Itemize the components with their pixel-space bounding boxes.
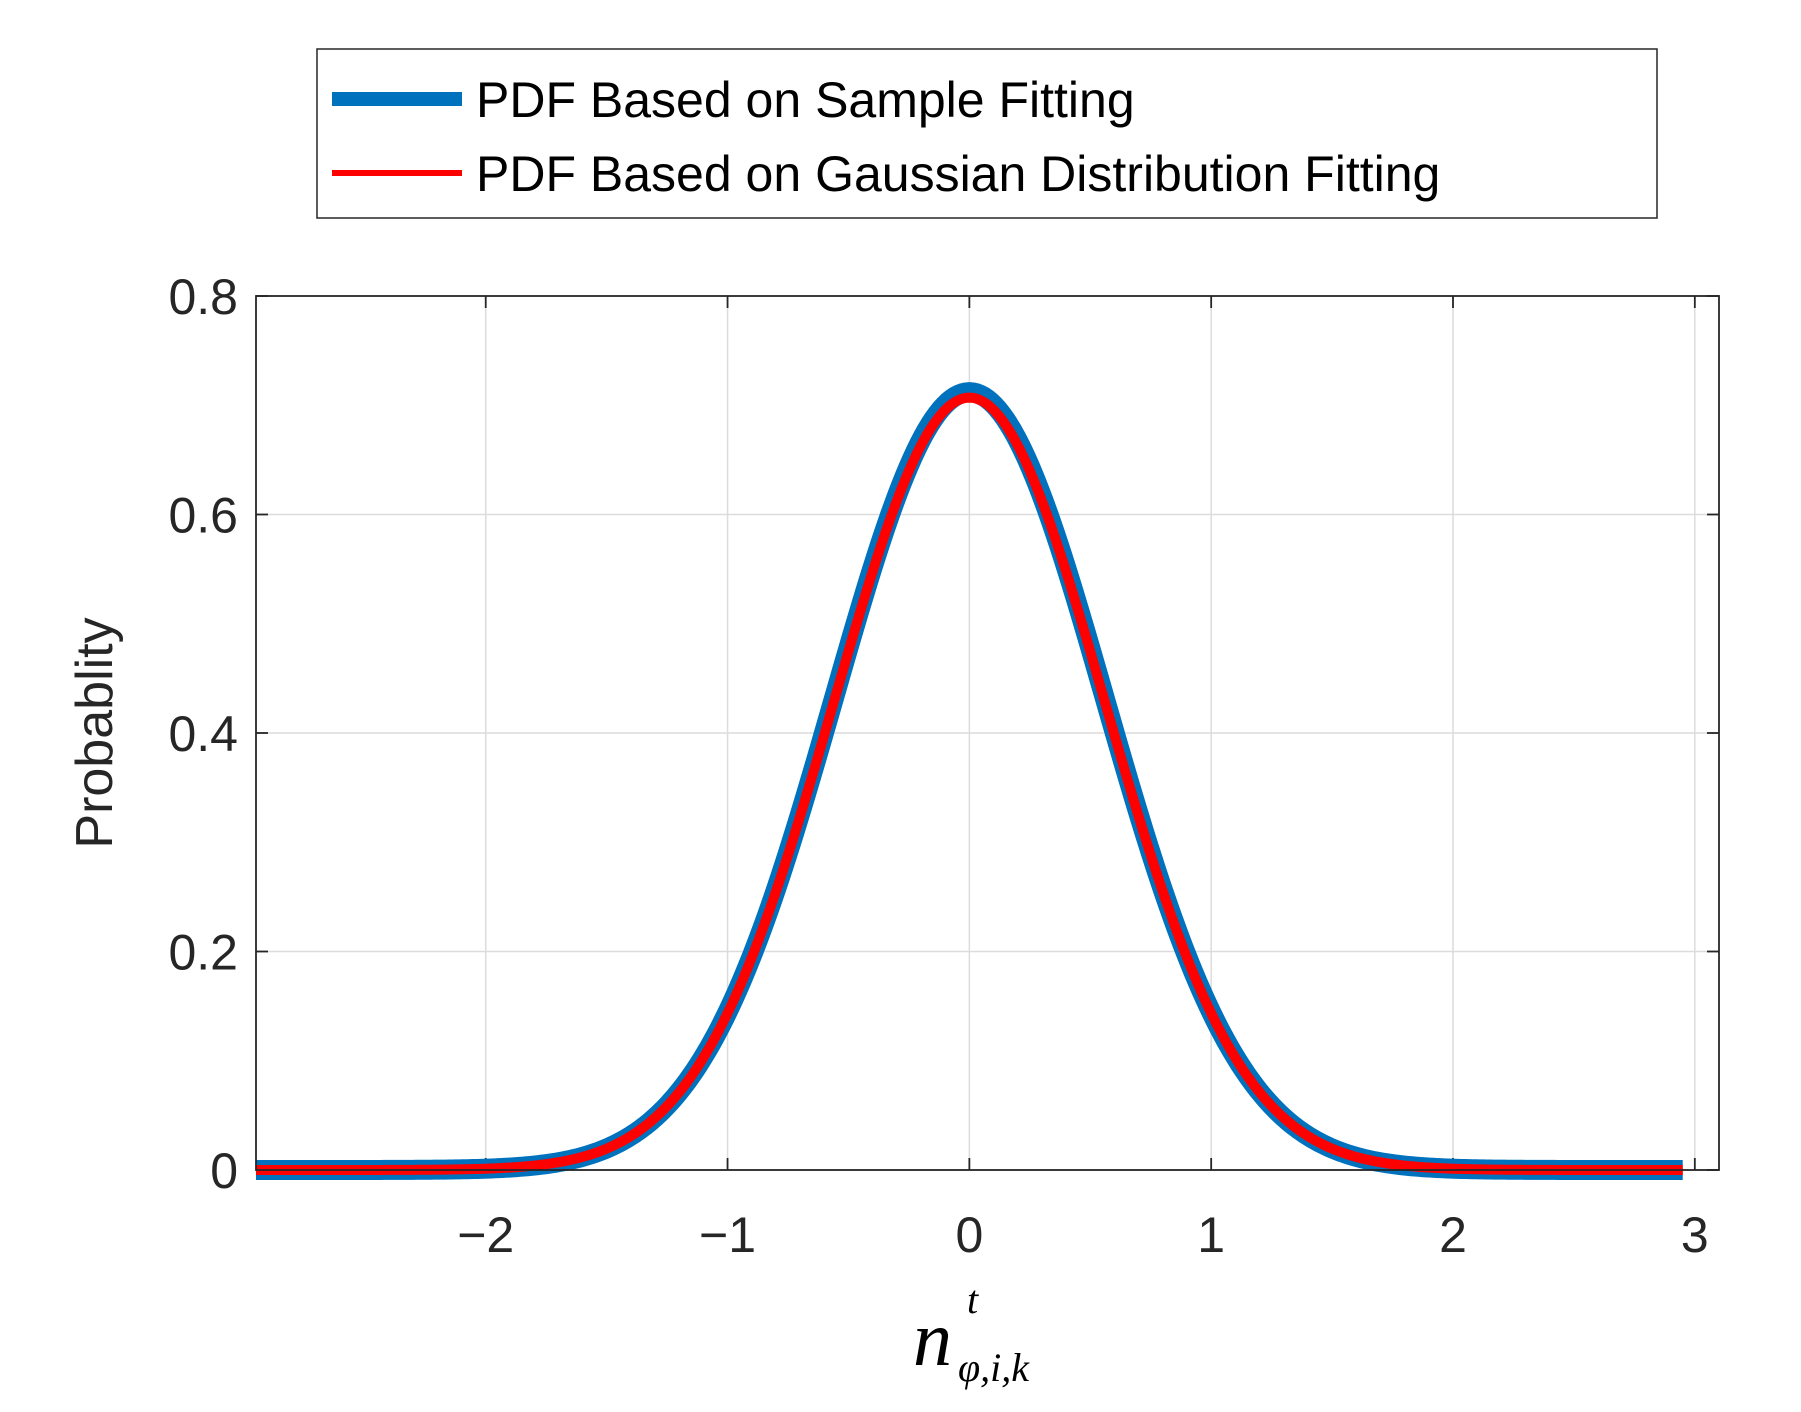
x-axis-label-superscript: t bbox=[967, 1277, 979, 1322]
x-tick-label: −2 bbox=[457, 1207, 514, 1263]
legend-box bbox=[316, 48, 1658, 219]
x-axis-label-base: n bbox=[913, 1295, 952, 1382]
x-tick-label: −1 bbox=[699, 1207, 756, 1263]
axes: −2 −1 0 1 2 3 0 0.2 0.4 0.6 0.8 bbox=[168, 269, 1720, 1263]
tick-labels: −2 −1 0 1 2 3 0 0.2 0.4 0.6 0.8 bbox=[168, 269, 1708, 1263]
x-axis-label-subscript: φ,i,k bbox=[958, 1345, 1030, 1390]
legend-label-gaussian: PDF Based on Gaussian Distribution Fitti… bbox=[476, 146, 1440, 202]
legend: PDF Based on Sample Fitting PDF Based on… bbox=[316, 48, 1658, 219]
y-tick-label: 0.2 bbox=[168, 925, 238, 981]
series-line-gaussian bbox=[254, 392, 1685, 1175]
y-tick-label: 0.4 bbox=[168, 706, 238, 762]
y-axis-label: Probablity bbox=[66, 617, 124, 848]
y-tick-label: 0.6 bbox=[168, 488, 238, 544]
x-tick-label: 2 bbox=[1439, 1207, 1467, 1263]
x-tick-label: 0 bbox=[955, 1207, 983, 1263]
x-axis-label: n t φ,i,k bbox=[913, 1277, 1030, 1390]
y-tick-label: 0.8 bbox=[168, 269, 238, 325]
x-tick-label: 1 bbox=[1197, 1207, 1225, 1263]
x-tick-label: 3 bbox=[1681, 1207, 1709, 1263]
series bbox=[249, 382, 1690, 1180]
axes-box bbox=[255, 295, 1720, 1171]
y-tick-label: 0 bbox=[210, 1143, 238, 1199]
legend-label-sample: PDF Based on Sample Fitting bbox=[476, 72, 1135, 128]
